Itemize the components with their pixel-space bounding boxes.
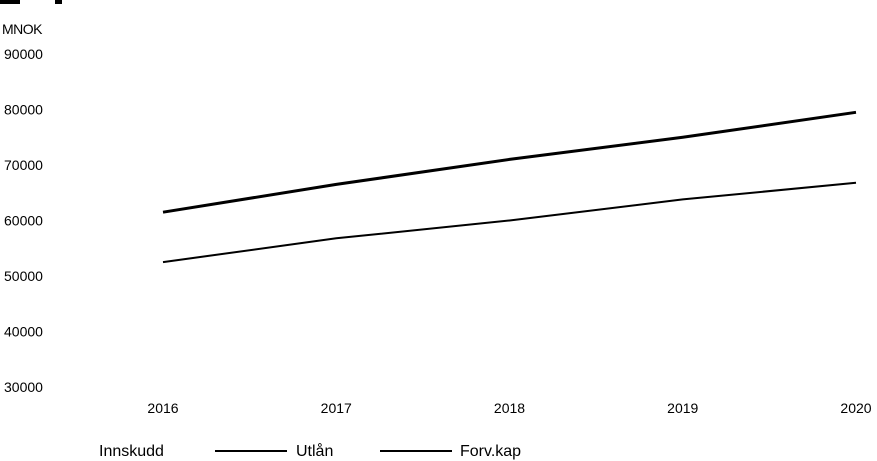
series-line-utl-n: [162, 181, 857, 264]
series-line-forv-kap: [162, 110, 857, 214]
y-tick-label: 70000: [4, 157, 43, 173]
series-lines: [162, 110, 857, 264]
y-tick-label: 30000: [4, 379, 43, 395]
y-axis-ticks: 90000 80000 70000 60000 50000 40000 30000: [4, 46, 43, 395]
cropped-top-text: [0, 0, 62, 4]
legend-label-innskudd: Innskudd: [99, 443, 164, 460]
y-tick-label: 40000: [4, 324, 43, 340]
legend-label-forvkap: Forv.kap: [460, 443, 521, 460]
y-tick-label: 60000: [4, 213, 43, 229]
x-tick-label: 2018: [494, 400, 525, 416]
y-tick-label: 90000: [4, 46, 43, 62]
y-tick-label: 50000: [4, 268, 43, 284]
y-unit-label: MNOK: [2, 21, 43, 37]
y-tick-label: 80000: [4, 102, 43, 118]
x-tick-label: 2017: [321, 400, 352, 416]
legend: Innskudd Utlån Forv.kap: [99, 442, 521, 460]
x-tick-label: 2020: [840, 400, 871, 416]
x-tick-label: 2016: [147, 400, 178, 416]
legend-label-utlan: Utlån: [296, 442, 333, 460]
x-axis-ticks: 2016 2017 2018 2019 2020: [147, 400, 871, 416]
x-tick-label: 2019: [667, 400, 698, 416]
